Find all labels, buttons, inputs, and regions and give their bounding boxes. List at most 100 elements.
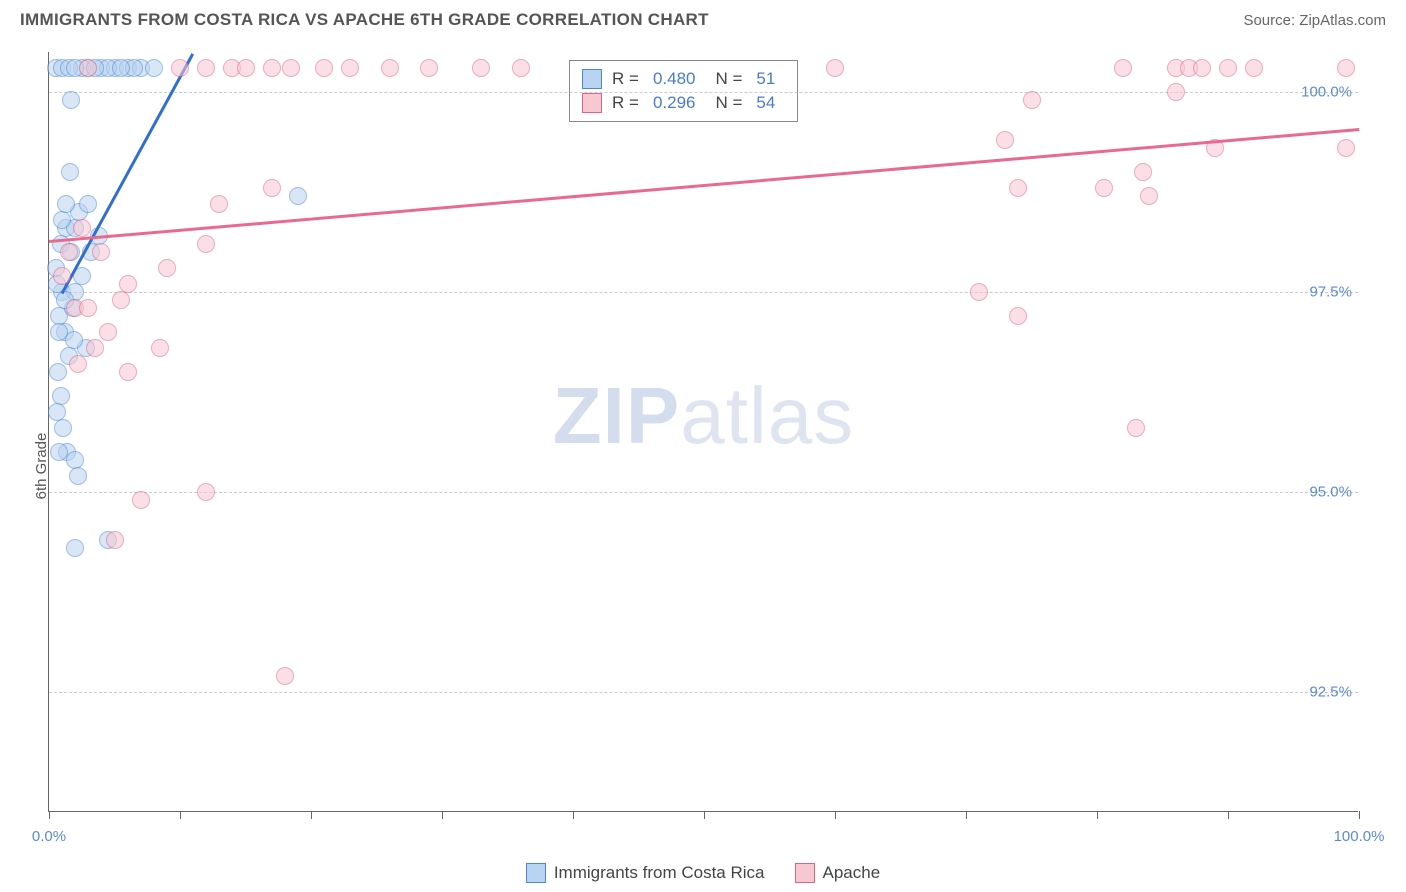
x-tick-label: 100.0% [1334,828,1385,845]
data-point [970,283,988,301]
data-point [60,243,78,261]
data-point [381,59,399,77]
header: IMMIGRANTS FROM COSTA RICA VS APACHE 6TH… [0,0,1406,36]
data-point [289,187,307,205]
plot-area: ZIPatlas R = 0.480 N = 51 R = 0.296 N = 54 92.5… [48,52,1358,812]
data-point [237,59,255,77]
data-point [1114,59,1132,77]
data-point [1337,59,1355,77]
chart-title: IMMIGRANTS FROM COSTA RICA VS APACHE 6TH… [20,10,709,30]
data-point [1127,419,1145,437]
data-point [1023,91,1041,109]
data-point [1167,83,1185,101]
data-point [53,211,71,229]
x-tick [49,811,50,819]
data-point [420,59,438,77]
data-point [1193,59,1211,77]
data-point [1009,307,1027,325]
stats-row: R = 0.480 N = 51 [582,67,785,91]
data-point [79,195,97,213]
data-point [1337,139,1355,157]
data-point [65,331,83,349]
y-tick-label: 100.0% [1301,84,1352,101]
watermark-atlas: atlas [680,371,854,460]
data-point [151,339,169,357]
data-point [996,131,1014,149]
legend-swatch [526,863,546,883]
n-value: 54 [756,93,775,113]
watermark: ZIPatlas [553,370,854,462]
data-point [263,179,281,197]
data-point [512,59,530,77]
legend-item: Apache [795,863,881,883]
data-point [62,91,80,109]
x-tick [573,811,574,819]
y-tick-label: 92.5% [1309,684,1352,701]
data-point [341,59,359,77]
x-tick [180,811,181,819]
data-point [197,235,215,253]
legend-swatch [582,93,602,113]
data-point [1245,59,1263,77]
data-point [1134,163,1152,181]
x-tick [835,811,836,819]
y-tick-label: 95.0% [1309,484,1352,501]
data-point [145,59,163,77]
legend-swatch [582,69,602,89]
data-point [158,259,176,277]
n-label: N = [715,93,742,113]
data-point [210,195,228,213]
data-point [315,59,333,77]
data-point [53,267,71,285]
chart-wrap: 6th Grade ZIPatlas R =0.480N =51R =0.296… [0,40,1406,892]
stats-row: R = 0.296 N = 54 [582,91,785,115]
gridline [49,692,1358,693]
y-tick-label: 97.5% [1309,284,1352,301]
data-point [49,363,67,381]
r-value: 0.480 [653,69,696,89]
n-label: N = [715,69,742,89]
gridline [49,92,1358,93]
data-point [69,355,87,373]
data-point [826,59,844,77]
x-tick [1359,811,1360,819]
data-point [197,483,215,501]
x-tick [442,811,443,819]
stats-box: R = 0.480 N = 51 R = 0.296 N = 54 [569,60,798,122]
data-point [112,291,130,309]
gridline [49,292,1358,293]
data-point [73,219,91,237]
x-tick [1228,811,1229,819]
n-value: 51 [756,69,775,89]
legend-label: Apache [823,863,881,883]
data-point [48,403,66,421]
data-point [197,59,215,77]
data-point [66,539,84,557]
data-point [1140,187,1158,205]
data-point [79,59,97,77]
x-tick [966,811,967,819]
data-point [112,59,130,77]
r-value: 0.296 [653,93,696,113]
data-point [79,299,97,317]
source-label: Source: ZipAtlas.com [1243,12,1386,29]
data-point [50,443,68,461]
r-label: R = [612,93,639,113]
x-tick [311,811,312,819]
data-point [282,59,300,77]
legend-item: Immigrants from Costa Rica [526,863,765,883]
x-tick [1097,811,1098,819]
legend-label: Immigrants from Costa Rica [554,863,765,883]
data-point [86,339,104,357]
data-point [1219,59,1237,77]
data-point [1095,179,1113,197]
data-point [54,419,72,437]
legend: Immigrants from Costa Rica Apache [0,854,1406,892]
data-point [1009,179,1027,197]
data-point [132,491,150,509]
watermark-zip: ZIP [553,371,680,460]
r-label: R = [612,69,639,89]
gridline [49,492,1358,493]
legend-swatch [795,863,815,883]
x-tick-label: 0.0% [32,828,66,845]
